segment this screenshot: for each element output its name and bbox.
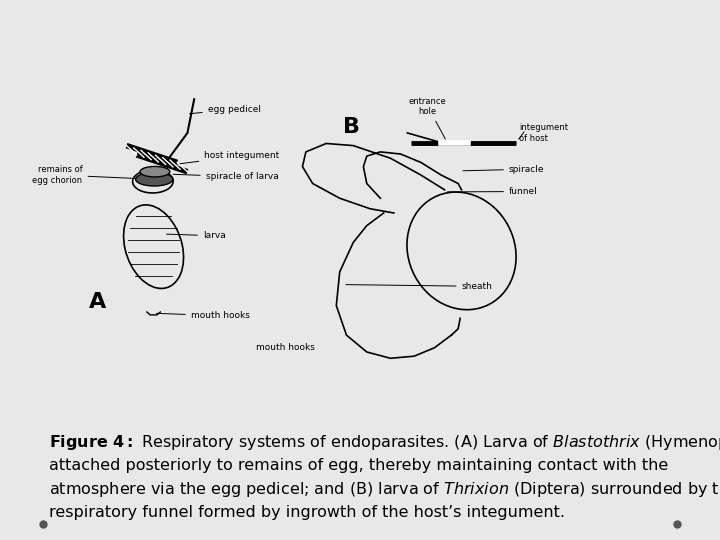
Text: sheath: sheath — [346, 282, 492, 291]
Text: entrance
hole: entrance hole — [409, 97, 446, 139]
Ellipse shape — [140, 166, 170, 177]
Text: spiracle of larva: spiracle of larva — [174, 172, 279, 181]
Text: larva: larva — [166, 231, 226, 240]
Text: egg pedicel: egg pedicel — [189, 105, 261, 114]
Text: integument
of host: integument of host — [519, 123, 568, 143]
Text: remains of
egg chorion: remains of egg chorion — [32, 165, 151, 185]
Text: $\bf{Figure\ 4:}$ Respiratory systems of endoparasites. (A) Larva of $\it{Blasto: $\bf{Figure\ 4:}$ Respiratory systems of… — [49, 433, 720, 520]
Text: mouth hooks: mouth hooks — [156, 311, 250, 320]
Text: B: B — [343, 117, 360, 137]
Ellipse shape — [135, 173, 173, 186]
Text: host integument: host integument — [176, 151, 279, 164]
Text: spiracle: spiracle — [463, 165, 544, 174]
Text: funnel: funnel — [447, 187, 538, 196]
Text: mouth hooks: mouth hooks — [256, 343, 315, 352]
Text: A: A — [89, 292, 107, 312]
